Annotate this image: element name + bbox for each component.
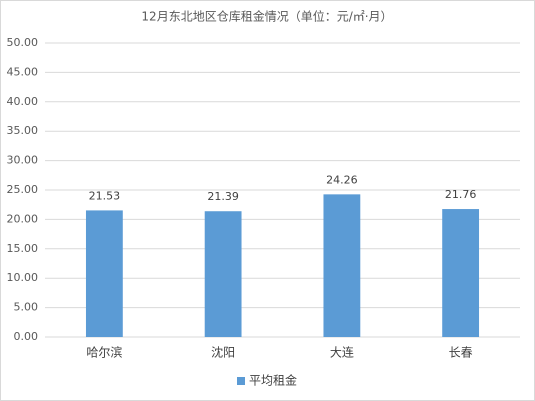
bar (442, 209, 480, 337)
bar (323, 194, 361, 337)
y-tick-label: 15.00 (7, 242, 39, 255)
chart-title: 12月东北地区仓库租金情况（单位：元/㎡·月） (141, 9, 392, 24)
x-tick-label: 沈阳 (211, 345, 235, 360)
x-tick-label: 长春 (449, 346, 473, 360)
x-tick-label: 大连 (330, 345, 354, 360)
y-tick-label: 5.00 (14, 301, 39, 314)
legend-label: 平均租金 (249, 373, 297, 388)
y-tick-label: 10.00 (7, 271, 39, 284)
bar (85, 210, 123, 337)
y-tick-label: 50.00 (7, 36, 39, 49)
y-tick-label: 35.00 (7, 124, 39, 137)
value-label: 21.53 (89, 189, 121, 202)
value-label: 24.26 (326, 173, 358, 186)
x-tick-label: 哈尔滨 (86, 345, 122, 360)
y-tick-label: 25.00 (7, 183, 39, 196)
value-label: 21.39 (207, 190, 239, 203)
y-tick-label: 40.00 (7, 95, 39, 108)
y-tick-label: 45.00 (7, 65, 39, 78)
y-tick-label: 20.00 (7, 212, 39, 225)
bar (204, 211, 242, 337)
legend-swatch (237, 377, 245, 385)
y-tick-label: 0.00 (14, 330, 39, 343)
value-label: 21.76 (445, 188, 477, 201)
y-tick-label: 30.00 (7, 154, 39, 167)
